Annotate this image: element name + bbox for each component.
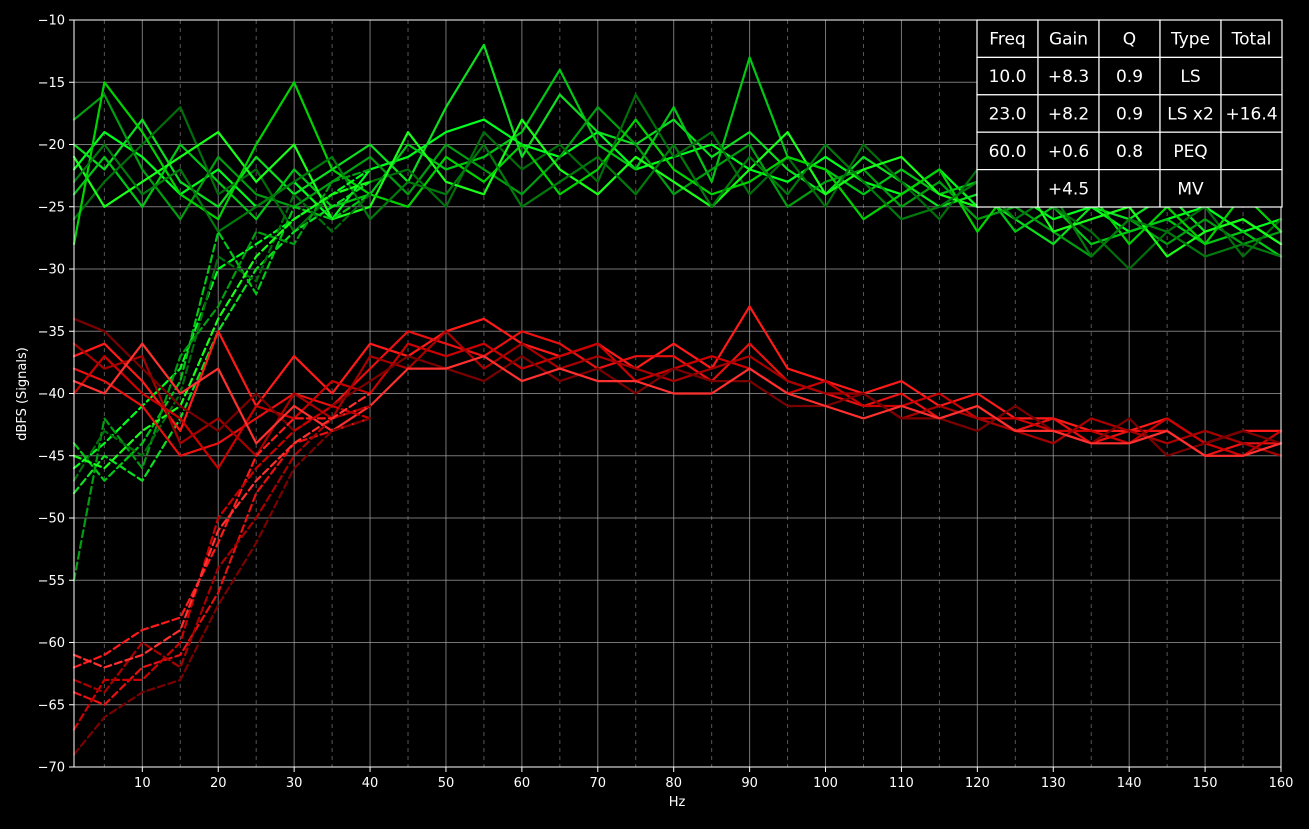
green-dashed-series-line [72, 180, 372, 470]
table-cell [1159, 169, 1222, 208]
x-tick-label: 20 [210, 776, 227, 791]
table-cell [1098, 131, 1161, 171]
y-tick-label: −20 [38, 138, 65, 153]
table-cell-text: 60.0 [989, 142, 1027, 162]
table-cell-text: LS x2 [1167, 105, 1214, 125]
x-tick-label: 120 [965, 776, 990, 791]
x-tick-label: 140 [1117, 776, 1142, 791]
table-cell-text: LS [1180, 67, 1200, 87]
table-cell [1220, 169, 1283, 208]
table-header-cell [1220, 19, 1283, 59]
y-axis-label: dBFS (Signals) [15, 347, 30, 441]
x-tick-label: 40 [362, 776, 379, 791]
x-tick-label: 100 [813, 776, 838, 791]
green-dashed-series-line [72, 168, 372, 582]
y-tick-label: −25 [38, 200, 65, 215]
y-tick-label: −70 [38, 761, 65, 776]
red-dashed-series-line [72, 417, 372, 706]
red-dashed-series-line [72, 417, 372, 756]
table-header-text: Total [1231, 30, 1272, 50]
table-cell [1159, 94, 1222, 133]
y-tick-label: −40 [38, 387, 65, 402]
table-cell-text: 0.8 [1116, 142, 1143, 162]
x-tick-label: 80 [665, 776, 682, 791]
y-tick-label: −10 [38, 14, 65, 29]
tick-layer: 10 20 30 40 50 60 70 80 90 100 110 120 130 140 150 160 −… [38, 14, 1294, 792]
red-dashed-series-line [72, 404, 372, 694]
green-dashed-series-line [72, 168, 372, 470]
table-cell [1159, 56, 1222, 96]
table-cell-text: +16.4 [1225, 105, 1277, 125]
x-tick-label: 130 [1041, 776, 1066, 791]
y-tick-label: −60 [38, 636, 65, 651]
table-cell-text: PEQ [1173, 142, 1207, 162]
red-dashed-series-line [72, 392, 372, 669]
table-header-text: Gain [1049, 30, 1088, 50]
table-cell [1098, 94, 1161, 133]
table-cell [1037, 56, 1100, 96]
table-cell-text: +4.5 [1048, 179, 1089, 199]
y-tick-label: −15 [38, 76, 65, 91]
table-cell [1220, 131, 1283, 171]
table-cell-text: +8.3 [1048, 67, 1089, 87]
x-tick-label: 90 [741, 776, 758, 791]
table-cell [1098, 56, 1161, 96]
y-tick-label: −50 [38, 512, 65, 527]
red-solid-series-line [72, 342, 1283, 457]
table-header-cell [1159, 19, 1222, 59]
x-tick-label: 60 [514, 776, 531, 791]
table-cell-text: 23.0 [989, 105, 1027, 125]
green-solid-series-line [72, 56, 1283, 258]
y-tick-label: −45 [38, 449, 65, 464]
red-dashed-series-line [72, 404, 372, 731]
table-cell [976, 169, 1039, 208]
x-tick-label: 150 [1193, 776, 1218, 791]
x-tick-label: 160 [1269, 776, 1294, 791]
red-dashed-series-line [72, 404, 372, 669]
x-tick-label: 110 [889, 776, 914, 791]
green-solid-series-line [72, 118, 1283, 258]
green-dashed-series-line [72, 193, 372, 482]
table-cell-text: 10.0 [989, 67, 1027, 87]
y-tick-label: −65 [38, 698, 65, 713]
green-solid-series-line [72, 143, 1283, 258]
table-cell [1220, 94, 1283, 133]
x-tick-label: 30 [286, 776, 303, 791]
x-tick-label: 10 [134, 776, 151, 791]
table-cell-text: MV [1177, 179, 1204, 199]
table-cell-text: 0.9 [1116, 105, 1143, 125]
table-cell [1220, 56, 1283, 96]
table-header-text: Freq [989, 30, 1025, 50]
x-axis-label: Hz [669, 795, 686, 810]
y-tick-label: −30 [38, 263, 65, 278]
green-dashed-series-line [72, 193, 372, 482]
x-tick-label: 70 [590, 776, 607, 791]
table-cell-text: 0.9 [1116, 67, 1143, 87]
x-tick-label: 50 [438, 776, 455, 791]
table-cell-text: +0.6 [1048, 142, 1089, 162]
y-tick-label: −35 [38, 325, 65, 340]
red-solid-series-line [72, 330, 1283, 457]
table-cell [1098, 169, 1161, 208]
table-header-text: Type [1170, 30, 1210, 50]
table-header-text: Q [1123, 30, 1136, 50]
y-tick-label: −55 [38, 574, 65, 589]
table-cell [1159, 131, 1222, 171]
table-cell-text: +8.2 [1048, 105, 1089, 125]
eq-table: Freq Gain Q Type Total 10.0 +8.3 0.9 LS 23.0 +8.2 0… [976, 19, 1283, 208]
table-cell [976, 94, 1039, 133]
